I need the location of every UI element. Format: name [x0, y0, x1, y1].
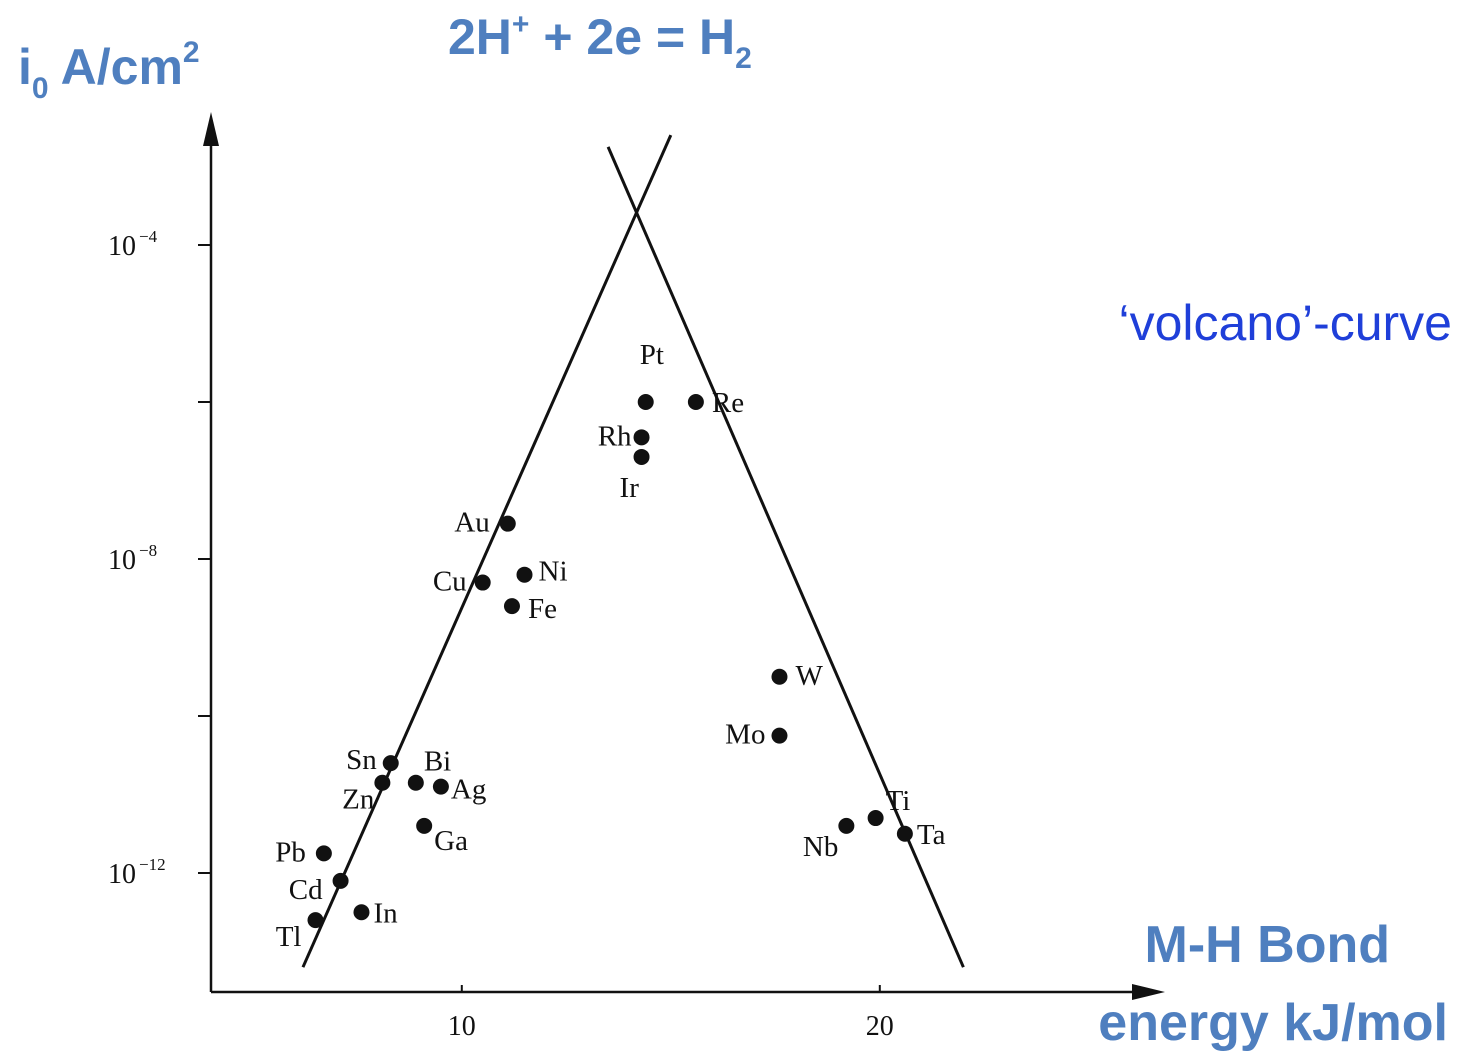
point-label-cd: Cd	[289, 874, 323, 906]
point-label-ti: Ti	[886, 785, 911, 817]
fit-line-right	[606, 146, 965, 968]
point-cd	[332, 872, 349, 889]
point-label-re: Re	[712, 387, 744, 419]
point-label-rh: Rh	[598, 420, 632, 452]
x-tick-label: 20	[866, 1011, 894, 1042]
point-label-nb: Nb	[803, 831, 838, 863]
point-zn	[374, 774, 391, 791]
header-texts: i0 A/cm2 2H+ + 2e = H2 ‘volcano’-curve M…	[18, 8, 1452, 1052]
y-tick-label: 10 −4	[108, 227, 158, 262]
point-in	[353, 904, 370, 921]
point-ga	[416, 817, 433, 834]
point-bi	[407, 774, 424, 791]
fit-lines	[301, 134, 965, 968]
point-ir	[633, 448, 650, 465]
point-fe	[503, 598, 520, 615]
x-axis-arrowhead	[1132, 984, 1165, 1000]
y-axis-title: i0 A/cm2	[18, 36, 200, 105]
point-w	[771, 668, 788, 685]
point-label-cu: Cu	[433, 566, 467, 598]
point-rh	[633, 429, 650, 446]
chart-title: 2H+ + 2e = H2	[448, 8, 752, 75]
point-label-ta: Ta	[917, 819, 946, 851]
point-label-pb: Pb	[275, 836, 306, 868]
point-label-ir: Ir	[620, 472, 640, 504]
point-pb	[315, 845, 332, 862]
point-label-pt: Pt	[640, 339, 664, 371]
axes	[203, 112, 1165, 1000]
y-tick-label: 10 −12	[108, 855, 166, 890]
point-mo	[771, 727, 788, 744]
point-label-mo: Mo	[725, 719, 765, 751]
point-label-sn: Sn	[346, 744, 377, 776]
y-tick-label: 10 −8	[108, 541, 157, 576]
fit-line-left	[301, 134, 673, 968]
point-label-au: Au	[454, 507, 489, 539]
point-ta	[896, 825, 913, 842]
point-label-ag: Ag	[451, 774, 486, 806]
x-axis-title-line2: energy kJ/mol	[1098, 994, 1448, 1052]
point-label-tl: Tl	[276, 921, 302, 953]
point-label-ni: Ni	[539, 556, 568, 588]
point-label-zn: Zn	[342, 784, 375, 816]
point-cu	[474, 574, 491, 591]
point-pt	[637, 394, 654, 410]
point-tl	[307, 912, 324, 929]
x-axis-title-line1: M-H Bond	[1145, 916, 1390, 974]
y-axis-arrowhead	[203, 112, 219, 146]
point-au	[499, 515, 516, 532]
point-ag	[432, 778, 449, 795]
point-label-bi: Bi	[424, 746, 451, 778]
point-label-w: W	[795, 660, 823, 692]
point-ti	[867, 810, 884, 827]
point-ni	[516, 566, 533, 583]
point-nb	[838, 817, 855, 834]
ticks: 10 20 10 −4 10 −8 10 −12	[108, 227, 894, 1042]
point-re	[687, 394, 704, 410]
point-label-in: In	[373, 897, 398, 929]
point-label-ga: Ga	[434, 825, 468, 857]
point-label-fe: Fe	[528, 593, 557, 625]
point-sn	[382, 755, 399, 772]
x-tick-label: 10	[448, 1011, 476, 1042]
volcano-annotation: ‘volcano’-curve	[1119, 295, 1452, 351]
